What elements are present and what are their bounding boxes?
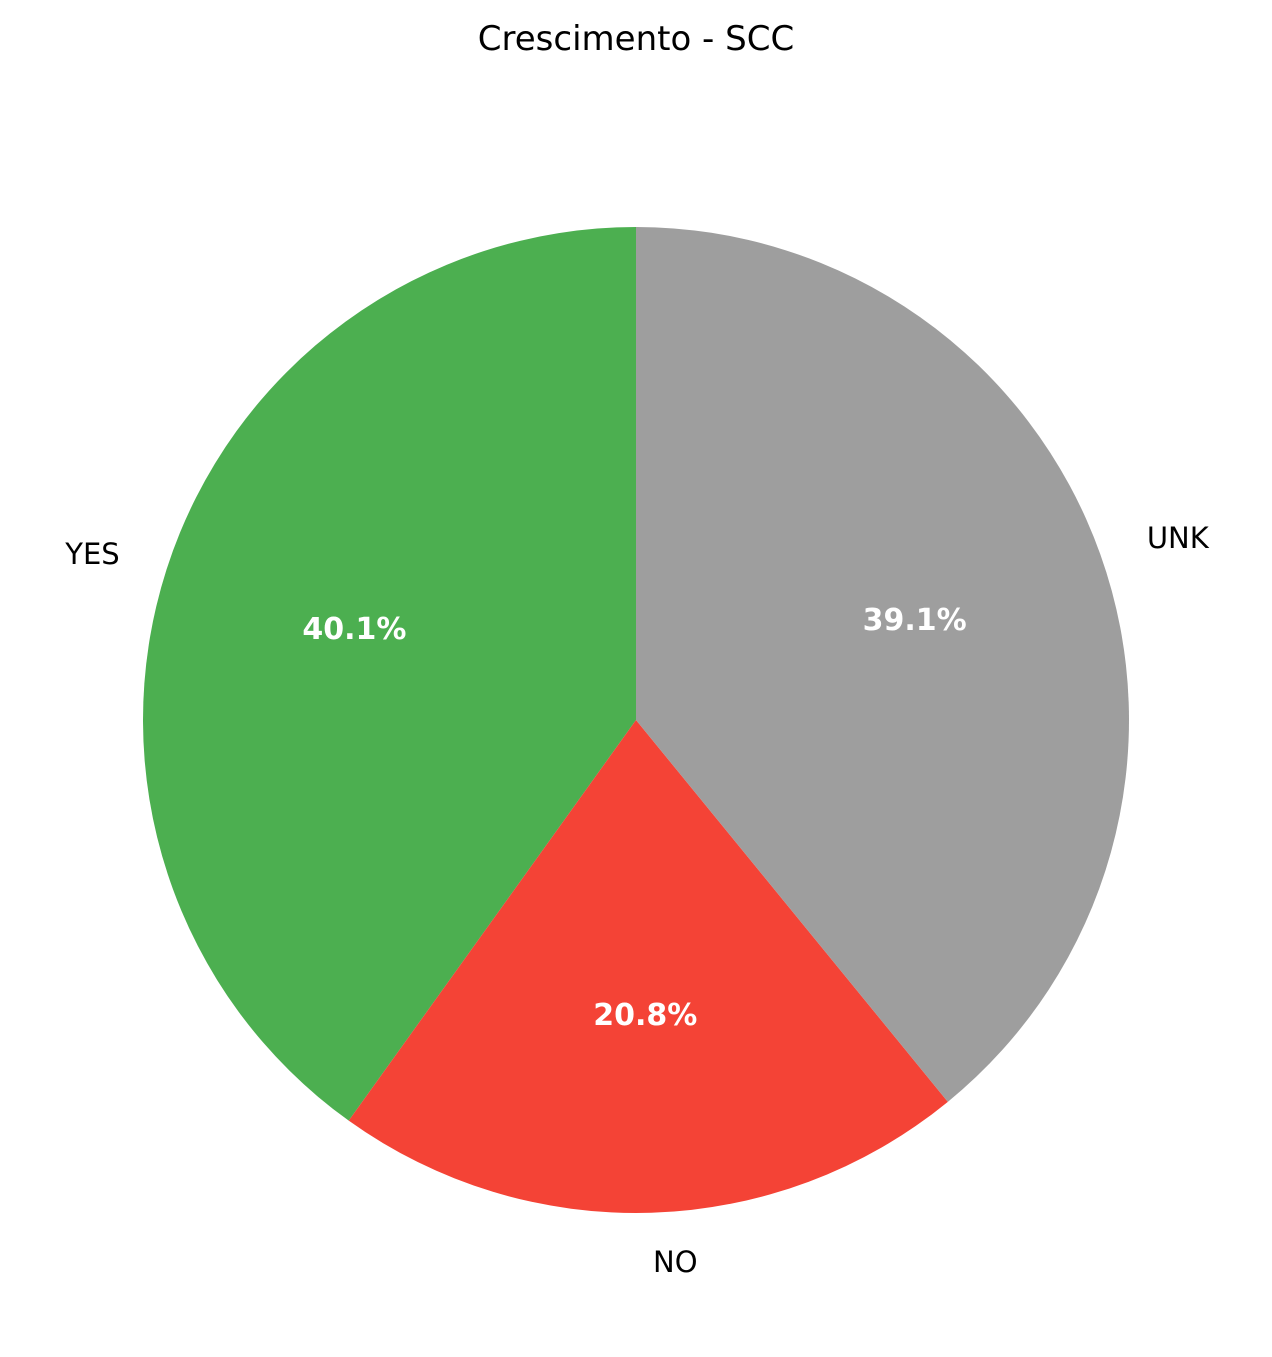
category-label-yes: YES: [64, 537, 119, 571]
percentage-label-yes: 40.1%: [302, 612, 406, 647]
pie-slice-unk: [636, 227, 1129, 1102]
category-label-unk: UNK: [1147, 521, 1210, 555]
pie-slice-no: [348, 720, 948, 1213]
category-label-no: NO: [653, 1245, 698, 1279]
percentage-label-no: 20.8%: [593, 998, 697, 1033]
pie-slice-yes: [142, 227, 636, 1121]
chart-title: Crescimento - SCC: [478, 19, 794, 59]
pie-slices: [142, 227, 1129, 1213]
percentage-label-unk: 39.1%: [863, 603, 967, 638]
percentage-labels: 40.1% 20.8% 39.1%: [302, 603, 966, 1033]
category-labels: YES NO UNK: [64, 521, 1209, 1279]
